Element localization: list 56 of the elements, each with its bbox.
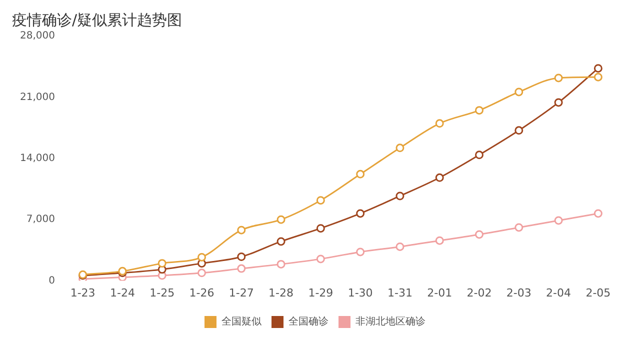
point: [356, 248, 365, 256]
x-tick-label: 1-31: [387, 286, 412, 300]
y-tick-label: 21,000: [20, 92, 55, 103]
point: [594, 72, 602, 82]
point: [554, 216, 563, 225]
x-tick-label: 1-28: [268, 286, 294, 300]
point: [554, 74, 563, 82]
y-tick-label: 28,000: [20, 30, 55, 42]
point: [158, 259, 166, 268]
y-tick-label: 0: [48, 275, 55, 286]
point: [594, 209, 602, 218]
x-tick-label: 1-25: [150, 286, 175, 300]
point: [276, 215, 286, 224]
point: [475, 150, 484, 160]
point: [237, 226, 246, 234]
chart-title: 疫情确诊/疑似累计趋势图: [12, 10, 182, 29]
point: [316, 254, 325, 264]
point: [316, 224, 325, 233]
point: [475, 230, 484, 239]
y-tick-label: 7,000: [26, 214, 55, 226]
y-tick-label: 14,000: [20, 152, 55, 164]
point: [316, 196, 325, 205]
point: [594, 64, 602, 73]
point: [197, 268, 206, 278]
point: [396, 192, 404, 200]
point: [396, 242, 404, 251]
point: [356, 170, 365, 178]
point: [514, 88, 524, 96]
point: [514, 223, 524, 232]
point: [435, 173, 444, 182]
x-tick-label: 2-05: [586, 286, 611, 300]
point: [237, 252, 246, 262]
point: [197, 252, 206, 262]
point: [237, 264, 246, 273]
legend-label: 非湖北地区确诊: [356, 316, 426, 328]
x-tick-label: 1-30: [348, 286, 373, 300]
x-tick-label: 1-27: [228, 286, 254, 300]
point: [435, 119, 444, 128]
x-tick-label: 2-02: [466, 286, 492, 300]
x-tick-label: 2-03: [506, 286, 532, 300]
point: [356, 209, 365, 218]
point: [276, 260, 286, 268]
x-tick-label: 2-01: [427, 286, 452, 300]
x-tick-label: 2-04: [546, 286, 572, 300]
x-tick-label: 1-24: [110, 286, 135, 300]
legend-label: 全国疑似: [222, 316, 262, 328]
x-tick-label: 1-29: [308, 286, 334, 300]
point: [554, 98, 563, 107]
legend-label: 全国确诊: [288, 316, 328, 328]
point: [475, 106, 484, 115]
x-tick-label: 1-23: [70, 286, 96, 300]
point: [276, 237, 286, 246]
point: [435, 236, 444, 245]
point: [514, 126, 524, 135]
point: [396, 144, 404, 152]
x-tick-label: 1-26: [189, 286, 214, 300]
